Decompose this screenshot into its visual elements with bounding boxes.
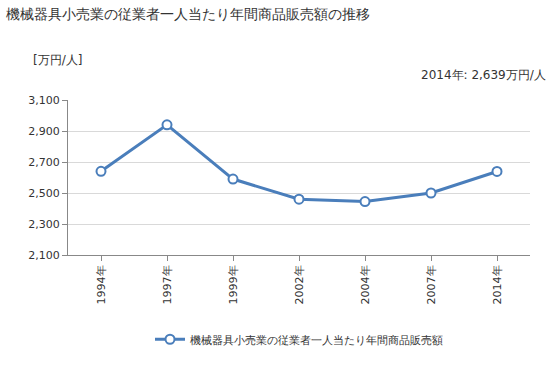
svg-text:2004年: 2004年 [359,265,372,304]
svg-text:機械器具小売業の従業者一人当たり年間商品販売額の推移: 機械器具小売業の従業者一人当たり年間商品販売額の推移 [6,6,370,22]
svg-text:2007年: 2007年 [425,265,438,304]
svg-text:2,700: 2,700 [28,156,60,169]
svg-text:2,900: 2,900 [28,125,60,138]
svg-text:2002年: 2002年 [293,265,306,304]
svg-text:2,500: 2,500 [28,187,60,200]
svg-text:1994年: 1994年 [95,265,108,304]
svg-text:2,100: 2,100 [28,249,60,262]
svg-text:3,100: 3,100 [28,94,60,107]
svg-text:[万円/人]: [万円/人] [33,53,82,67]
svg-text:2014年: 2014年 [491,265,504,304]
svg-text:1997年: 1997年 [161,265,174,304]
svg-text:機械器具小売業の従業者一人当たり年間商品販売額: 機械器具小売業の従業者一人当たり年間商品販売額 [190,334,443,347]
svg-text:2,300: 2,300 [28,218,60,231]
svg-text:1999年: 1999年 [227,265,240,304]
svg-text:2014年: 2,639万円/人: 2014年: 2,639万円/人 [421,68,546,82]
